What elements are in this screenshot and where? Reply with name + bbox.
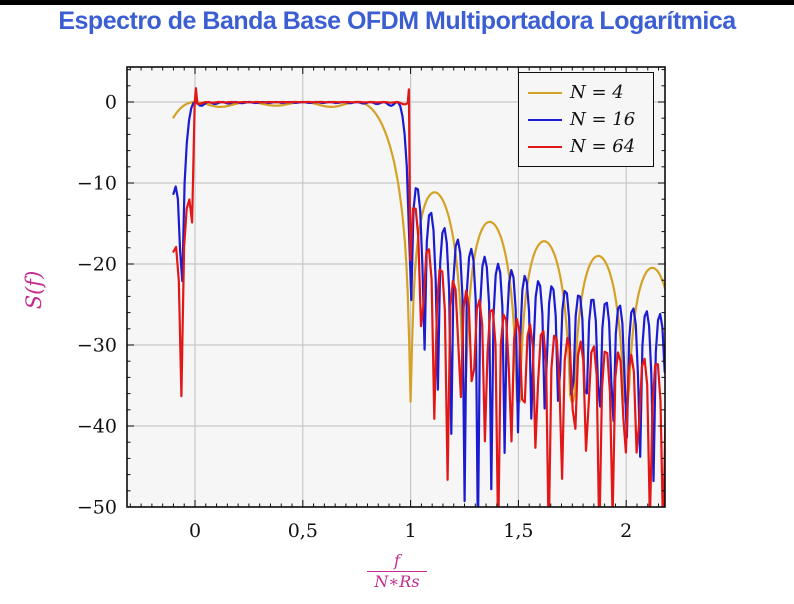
y-tick-label: −30 <box>77 335 117 357</box>
y-tick-label: 0 <box>105 92 117 114</box>
y-axis-label-text: S(f) <box>22 270 46 310</box>
x-tick-label: 1 <box>405 520 417 542</box>
legend-row: N = 16 <box>519 107 653 133</box>
legend-row: N = 4 <box>519 80 653 106</box>
x-tick-label: 1,5 <box>503 520 533 542</box>
x-label-numerator: f <box>394 551 400 570</box>
y-tick-label: −50 <box>77 497 117 519</box>
legend-line-sample <box>528 145 562 148</box>
x-label-denominator: N∗Rs <box>367 571 427 591</box>
legend: N = 4 N = 16 N = 64 <box>518 72 654 167</box>
y-tick-label: −10 <box>77 173 117 195</box>
legend-label: N = 16 <box>570 109 636 130</box>
chart-title: Espectro de Banda Base OFDM Multiportado… <box>58 7 736 35</box>
x-tick-label: 0 <box>189 520 201 542</box>
y-axis-label: S(f) <box>0 264 69 316</box>
legend-line-sample <box>528 91 562 94</box>
x-tick-label: 0,5 <box>288 520 318 542</box>
legend-label: N = 4 <box>570 82 624 103</box>
legend-row: N = 64 <box>519 134 653 160</box>
curve-N-64 <box>172 87 665 507</box>
x-tick-label: 2 <box>620 520 632 542</box>
legend-line-sample <box>528 118 562 121</box>
y-tick-label: −20 <box>77 254 117 276</box>
plot-frame <box>126 66 666 508</box>
x-axis-label: f N∗Rs <box>347 551 447 592</box>
y-tick-label: −40 <box>77 416 117 438</box>
top-border-bar <box>0 0 794 5</box>
legend-label: N = 64 <box>570 136 636 157</box>
